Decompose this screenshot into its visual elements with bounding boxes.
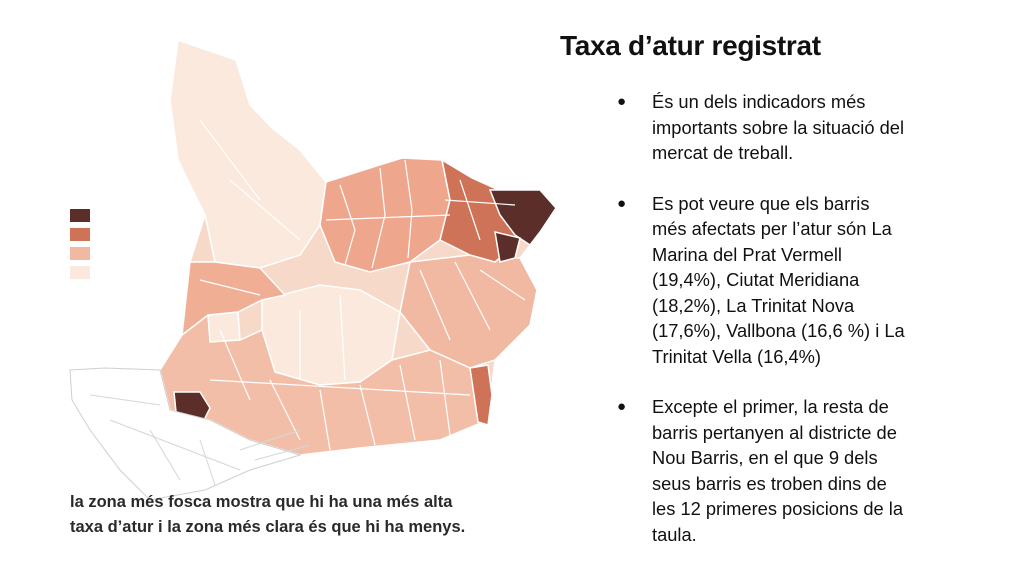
legend-swatch-low xyxy=(70,266,90,279)
neighbourhood-borders xyxy=(199,119,526,451)
bullet-line: (17,6%), Vallbona (16,6 %) i La xyxy=(652,320,905,341)
legend-swatch-very-high xyxy=(70,209,90,222)
district-low-west xyxy=(207,311,241,343)
bullet-line: (18,2%), La Trinitat Nova xyxy=(652,294,855,316)
bullet-line: taula. xyxy=(652,523,697,545)
bullet-line: més afectats per l’atur són La xyxy=(652,218,892,239)
bullet-line: Nou Barris, en el que 9 dels xyxy=(652,447,878,468)
bullet-line: És un dels indicadors més xyxy=(652,91,866,112)
district-mid-west xyxy=(181,261,287,337)
map-caption: la zona més fosca mostra que hi ha una m… xyxy=(70,490,550,540)
caption-line-1: la zona més fosca mostra que hi ha una m… xyxy=(70,493,453,511)
district-high-coast xyxy=(469,364,493,426)
bullet-line: barris pertanyen al districte de xyxy=(652,421,897,443)
bullet-line: seus barris es troben dins de xyxy=(652,472,887,494)
bullet-dot-icon: ● xyxy=(617,93,627,110)
caption-line-2: taxa d’atur i la zona més clara és que h… xyxy=(70,518,466,536)
choropleth-map xyxy=(64,28,564,518)
bullet-line: Es pot veure que els barris xyxy=(652,192,870,214)
district-very-high-trinitat xyxy=(494,231,521,263)
district-low-north xyxy=(169,38,327,269)
bullet-line: importants sobre la situació del xyxy=(652,116,905,138)
bullet-line: les 12 primeres posicions de la xyxy=(652,498,903,519)
bullet-item: ● Excepte el primer, la resta de barris … xyxy=(617,394,967,547)
port-docks xyxy=(89,394,311,486)
bullet-item: ● És un dels indicadors més importants s… xyxy=(617,89,967,166)
bullet-line: Trinitat Vella (16,4%) xyxy=(652,345,822,367)
barcelona-neighbourhoods-map xyxy=(69,38,557,501)
bullet-line: Marina del Prat Vermell xyxy=(652,243,842,265)
bullet-line: mercat de treball. xyxy=(652,142,794,163)
bullet-line: (19,4%), Ciutat Meridiana xyxy=(652,269,860,290)
slide-title: Taxa d’atur registrat xyxy=(560,30,821,61)
bullet-item: ● Es pot veure que els barris més afecta… xyxy=(617,191,967,370)
bullet-dot-icon: ● xyxy=(617,398,627,415)
district-very-high-ciutat-meridiana xyxy=(488,189,557,247)
legend-swatch-high xyxy=(70,228,90,241)
bullet-line: Excepte el primer, la resta de xyxy=(652,396,889,417)
bullet-dot-icon: ● xyxy=(617,194,627,212)
port-area xyxy=(69,367,302,501)
bullet-list: ● És un dels indicadors més importants s… xyxy=(617,89,967,572)
map-legend xyxy=(70,209,90,285)
legend-swatch-mid xyxy=(70,247,90,260)
